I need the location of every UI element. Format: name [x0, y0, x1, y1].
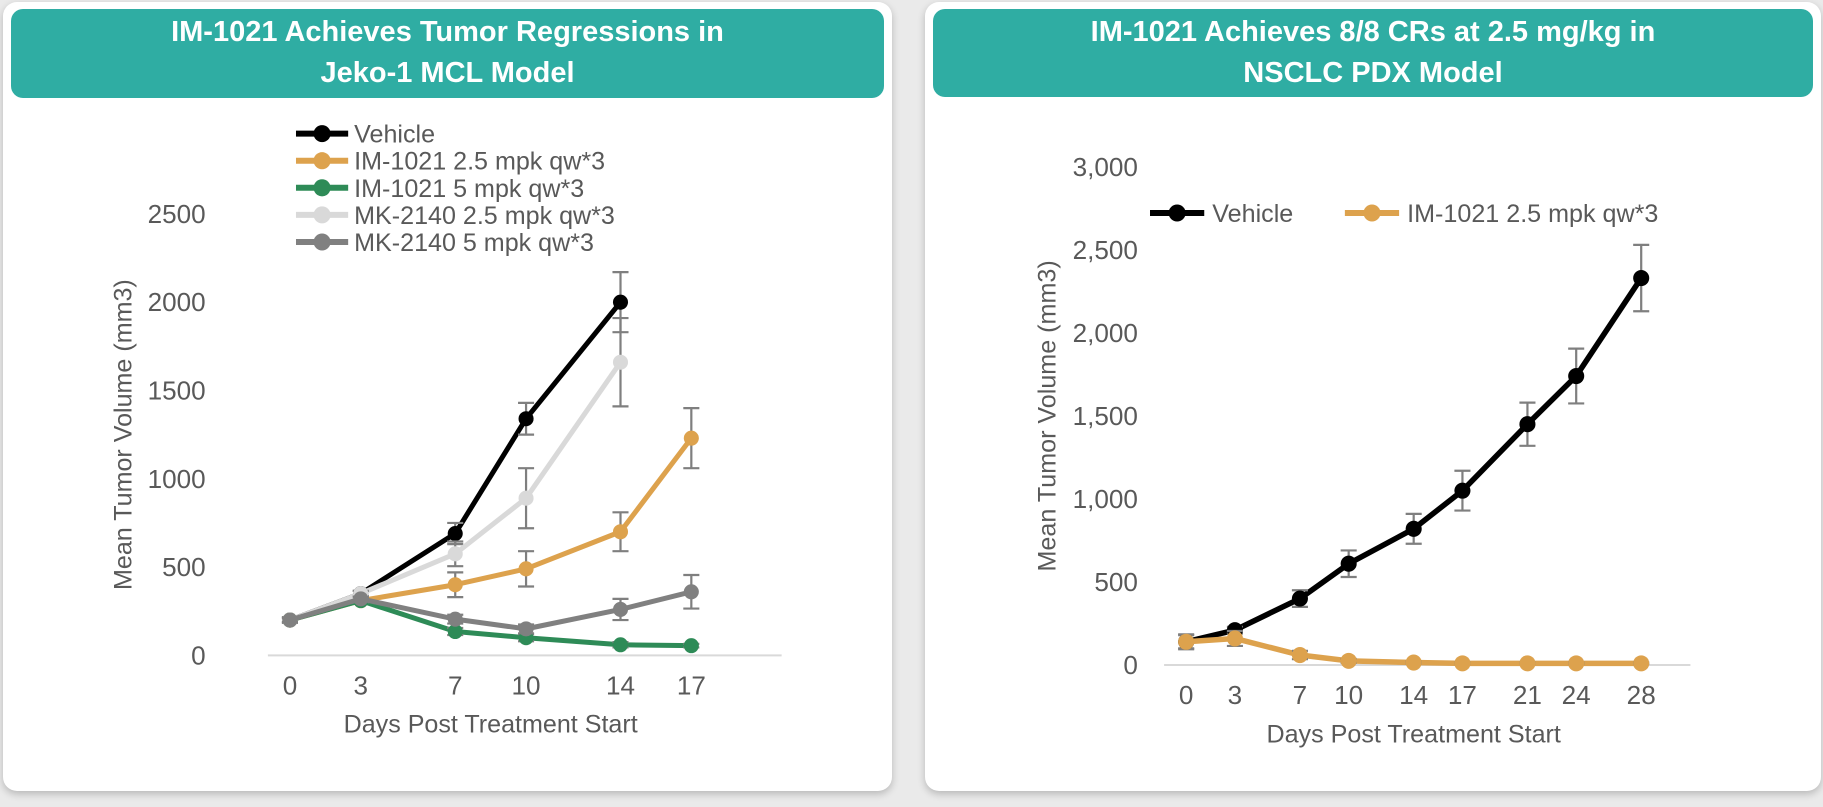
- series-im-1021-2-5-mpk-qw-3: [281, 406, 700, 628]
- y-tick-label: 2,500: [1073, 235, 1138, 265]
- data-point-marker: [1291, 590, 1308, 607]
- x-tick-label: 7: [1293, 680, 1308, 710]
- data-point-marker: [1519, 416, 1536, 433]
- legend-label: MK-2140 5 mpk qw*3: [354, 229, 594, 257]
- data-point-marker: [1340, 555, 1357, 572]
- x-tick-label: 28: [1627, 680, 1656, 710]
- x-tick-label: 10: [1334, 680, 1363, 710]
- data-point-marker: [447, 576, 463, 592]
- data-point-marker: [447, 525, 463, 541]
- legend-point-marker: [313, 233, 331, 251]
- data-point-marker: [518, 410, 534, 426]
- y-tick-label: 1,500: [1073, 401, 1138, 431]
- y-tick-label: 500: [1094, 567, 1138, 597]
- data-point-marker: [353, 591, 369, 607]
- data-point-marker: [683, 637, 699, 653]
- series-mk-2140-5-mpk-qw-3: [281, 573, 700, 637]
- legend-label: Vehicle: [1212, 200, 1293, 228]
- data-point-marker: [1178, 633, 1195, 650]
- data-point-marker: [1633, 269, 1650, 287]
- x-tick-label: 7: [448, 670, 463, 700]
- data-point-marker: [447, 611, 463, 627]
- left-chart: 0 500 1000 1500 2000 2500 Mean Tumor Volume (m…: [3, 98, 892, 791]
- x-axis-title: Days Post Treatment Start: [344, 710, 638, 738]
- right-chart-card: IM-1021 Achieves 8/8 CRs at 2.5 mg/kg in…: [925, 2, 1821, 791]
- x-tick-label: 3: [354, 670, 369, 700]
- series-vehicle: [1178, 243, 1650, 650]
- y-tick-label: 500: [162, 552, 206, 582]
- data-point-marker: [1633, 655, 1650, 672]
- left-chart-title-banner: IM-1021 Achieves Tumor Regressions in Je…: [11, 9, 884, 98]
- legend-point-marker: [313, 124, 331, 142]
- left-chart-card: IM-1021 Achieves Tumor Regressions in Je…: [3, 2, 892, 791]
- legend-label: Vehicle: [354, 120, 435, 148]
- legend-point-marker: [1168, 204, 1186, 222]
- y-tick-label: 1,000: [1073, 484, 1138, 514]
- legend-label: MK-2140 2.5 mpk qw*3: [354, 202, 615, 230]
- x-tick-label: 0: [283, 670, 298, 700]
- data-point-marker: [447, 623, 463, 639]
- y-axis-title: Mean Tumor Volume (mm3): [109, 279, 137, 590]
- x-tick-label: 21: [1513, 680, 1542, 710]
- data-point-marker: [683, 583, 699, 600]
- legend-point-marker: [1363, 204, 1381, 222]
- y-tick-label: 2,000: [1073, 318, 1138, 348]
- right-chart: 0 500 1,000 1,500 2,000 2,500 3,000 Mean Tumor …: [925, 97, 1821, 791]
- data-point-marker: [518, 560, 534, 577]
- data-point-marker: [1226, 630, 1243, 647]
- data-point-marker: [518, 621, 534, 637]
- legend-label: IM-1021 2.5 mpk qw*3: [354, 147, 605, 175]
- y-axis-title: Mean Tumor Volume (mm3): [1034, 260, 1062, 571]
- data-point-marker: [1291, 646, 1308, 664]
- data-point-marker: [612, 523, 629, 539]
- x-tick-label: 17: [677, 670, 706, 700]
- series-im-1021-2-5-mpk-qw-3: [1178, 629, 1650, 672]
- data-point-marker: [1405, 654, 1422, 671]
- legend-point-marker: [313, 206, 331, 224]
- data-point-marker: [447, 545, 463, 562]
- y-tick-label: 0: [1123, 650, 1138, 680]
- x-tick-label: 0: [1179, 680, 1194, 710]
- data-point-marker: [612, 354, 629, 370]
- x-axis-title: Days Post Treatment Start: [1266, 720, 1560, 748]
- x-tick-label: 17: [1448, 680, 1477, 710]
- data-point-marker: [1568, 367, 1585, 385]
- x-tick-label: 24: [1562, 680, 1591, 710]
- left-chart-title-line2: Jeko-1 MCL Model: [320, 57, 575, 90]
- data-point-marker: [1568, 655, 1585, 672]
- right-chart-title-line1: IM-1021 Achieves 8/8 CRs at 2.5 mg/kg in: [1090, 15, 1656, 48]
- y-tick-label: 1000: [148, 463, 206, 493]
- data-point-marker: [1454, 655, 1471, 672]
- legend-point-marker: [313, 178, 331, 197]
- y-tick-label: 2000: [148, 287, 206, 317]
- data-point-marker: [612, 294, 629, 310]
- legend-label: IM-1021 5 mpk qw*3: [354, 175, 584, 203]
- data-point-marker: [1519, 655, 1536, 672]
- data-point-marker: [683, 430, 699, 446]
- data-point-marker: [612, 636, 629, 652]
- y-tick-label: 0: [191, 640, 206, 670]
- legend-label: IM-1021 2.5 mpk qw*3: [1407, 200, 1658, 228]
- left-chart-title-line1: IM-1021 Achieves Tumor Regressions in: [171, 16, 724, 49]
- data-point-marker: [518, 490, 534, 506]
- right-chart-svg: 0 500 1,000 1,500 2,000 2,500 3,000 Mean Tumor …: [1034, 152, 1691, 748]
- x-tick-label: 10: [512, 670, 541, 700]
- y-tick-label: 1500: [148, 375, 206, 405]
- left-chart-svg: 0 500 1000 1500 2000 2500 Mean Tumor Volume (m…: [109, 120, 782, 738]
- y-tick-label: 2500: [148, 199, 206, 229]
- data-point-marker: [1454, 482, 1471, 499]
- data-point-marker: [1340, 652, 1357, 669]
- data-point-marker: [1405, 520, 1422, 537]
- right-chart-title-line2: NSCLC PDX Model: [1243, 56, 1503, 89]
- x-tick-label: 14: [1399, 680, 1428, 710]
- legend-point-marker: [313, 151, 331, 169]
- right-chart-title-banner: IM-1021 Achieves 8/8 CRs at 2.5 mg/kg in…: [933, 9, 1813, 97]
- x-tick-label: 14: [606, 670, 635, 700]
- y-tick-label: 3,000: [1073, 152, 1138, 182]
- data-point-marker: [612, 601, 629, 617]
- x-tick-label: 3: [1228, 680, 1243, 710]
- data-point-marker: [282, 612, 298, 628]
